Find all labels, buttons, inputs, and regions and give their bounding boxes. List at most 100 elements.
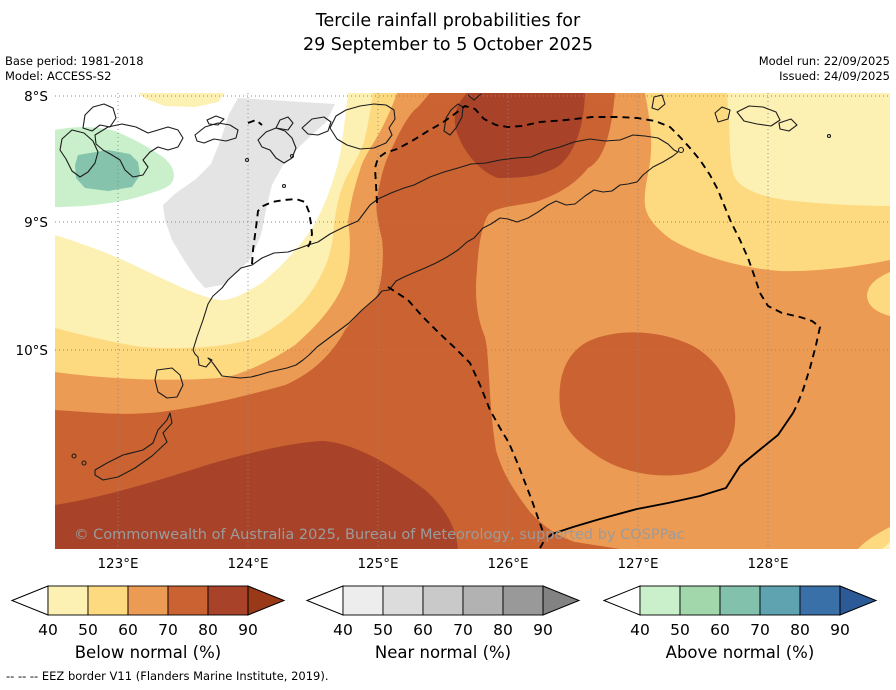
near-tick-50: 50 bbox=[373, 621, 393, 639]
eez-footnote: -- -- -- EEZ border V11 (Flanders Marine… bbox=[6, 669, 329, 683]
issued-label: Issued: 24/09/2025 bbox=[779, 68, 890, 83]
model-run-label: Model run: 22/09/2025 bbox=[758, 54, 890, 68]
near-label: Near normal (%) bbox=[375, 643, 511, 662]
coastline-island-9 bbox=[275, 116, 294, 131]
below-segment-40 bbox=[47, 585, 89, 616]
eez-footnote-text: EEZ border V11 (Flanders Marine Institut… bbox=[41, 669, 329, 683]
fill-near-normal-wedge bbox=[163, 98, 335, 288]
below-segment-80 bbox=[207, 585, 249, 616]
coastline-islet-v bbox=[467, 93, 482, 101]
above-label: Above normal (%) bbox=[666, 643, 815, 662]
above-tick-60: 60 bbox=[710, 621, 730, 639]
fill-below-40-50-corner bbox=[882, 541, 890, 549]
coastline-island-0 bbox=[192, 134, 679, 379]
eez-border-dashed-3 bbox=[251, 198, 313, 265]
above-segment-80 bbox=[799, 585, 841, 616]
eez-border-dashed-2 bbox=[387, 286, 544, 533]
page-title-line2: 29 September to 5 October 2025 bbox=[302, 35, 594, 55]
fill-above-60-70-core bbox=[75, 150, 140, 191]
fill-below-50-60-right-notch bbox=[867, 272, 890, 316]
coastline-island-11 bbox=[329, 103, 396, 150]
below-left-arrow bbox=[10, 585, 49, 616]
coastline-island-10 bbox=[301, 116, 332, 136]
below-segment-50 bbox=[87, 585, 129, 616]
coastline-islet-3 bbox=[826, 133, 832, 139]
coastline-islet-2 bbox=[289, 153, 295, 159]
fill-below-80-90-southwest bbox=[55, 441, 458, 549]
page-title-line1: Tercile rainfall probabilities for bbox=[315, 11, 581, 31]
lon-tick-127°E: 127°E bbox=[617, 556, 658, 572]
near-tick-70: 70 bbox=[453, 621, 473, 639]
below-tick-90: 90 bbox=[238, 621, 258, 639]
coastline-islet-5 bbox=[71, 453, 77, 459]
above-tick-70: 70 bbox=[750, 621, 770, 639]
fill-below-50-60-corner bbox=[858, 527, 890, 549]
near-tick-90: 90 bbox=[533, 621, 553, 639]
below-right-arrow bbox=[247, 585, 286, 616]
above-tick-40: 40 bbox=[630, 621, 650, 639]
below-label: Below normal (%) bbox=[75, 643, 222, 662]
fill-below-80-90-top bbox=[454, 93, 585, 178]
coastline-island-8 bbox=[257, 127, 297, 164]
lon-tick-128°E: 128°E bbox=[747, 556, 788, 572]
below-segment-70 bbox=[167, 585, 209, 616]
near-tick-60: 60 bbox=[413, 621, 433, 639]
coastline-island-2 bbox=[94, 412, 173, 481]
copyright-text: © Commonwealth of Australia 2025, Bureau… bbox=[74, 527, 685, 543]
coastline-island-1 bbox=[154, 367, 184, 399]
coastline-island-13 bbox=[714, 106, 731, 123]
coastline-island-3 bbox=[82, 103, 117, 132]
fill-below-70-80-central-blob bbox=[559, 332, 736, 476]
map-canvas: 8°S 9°S 10°S 123°E 124°E 125°E 126°E 127°E 128°E bbox=[16, 89, 890, 572]
above-segment-50 bbox=[679, 585, 721, 616]
lat-tick-9°S: 9°S bbox=[24, 215, 48, 231]
above-tick-50: 50 bbox=[670, 621, 690, 639]
coastline-island-4 bbox=[59, 129, 99, 178]
fill-below-70-80-swath bbox=[55, 93, 620, 549]
fill-below-40-50-topstrip bbox=[138, 93, 225, 107]
near-tick-80: 80 bbox=[493, 621, 513, 639]
above-segment-40 bbox=[639, 585, 681, 616]
coastline-island-5 bbox=[94, 123, 184, 178]
near-tick-40: 40 bbox=[333, 621, 353, 639]
below-segment-60 bbox=[127, 585, 169, 616]
below-tick-70: 70 bbox=[158, 621, 178, 639]
coastline-islet-0 bbox=[244, 157, 250, 163]
legend-bar-above: 40 50 60 70 80 90 Above normal (%) bbox=[602, 585, 878, 662]
fill-below-40-50-northeast bbox=[727, 93, 890, 206]
above-right-arrow bbox=[839, 585, 878, 616]
near-segment-60 bbox=[422, 585, 464, 616]
below-tick-60: 60 bbox=[118, 621, 138, 639]
model-label: Model: ACCESS-S2 bbox=[5, 68, 112, 83]
eez-border-dashed-4 bbox=[247, 118, 263, 126]
base-period-label: Base period: 1981-2018 bbox=[5, 54, 144, 68]
below-tick-40: 40 bbox=[38, 621, 58, 639]
legend-bar-near: 40 50 60 70 80 90 Near normal (%) bbox=[305, 585, 581, 662]
tercile-legend: 40 50 60 70 80 90 Below normal (%) 40 50 60 70 80 90… bbox=[10, 585, 878, 662]
above-segment-60 bbox=[719, 585, 761, 616]
lat-tick-8°S: 8°S bbox=[24, 89, 48, 105]
legend: 40 50 60 70 80 90 Below normal (%) 40 50 60 70 80 90… bbox=[0, 578, 896, 666]
coastline-island-15 bbox=[778, 118, 798, 132]
coastline-island-16 bbox=[651, 94, 666, 111]
coastline-islet-1 bbox=[281, 183, 287, 189]
near-right-arrow bbox=[542, 585, 581, 616]
near-segment-40 bbox=[342, 585, 384, 616]
maritime-boundary-solid bbox=[551, 412, 794, 535]
below-tick-80: 80 bbox=[198, 621, 218, 639]
run-metadata-left: Base period: 1981-2018 Model: ACCESS-S2 bbox=[5, 54, 144, 84]
coastline-island-14 bbox=[736, 105, 781, 127]
near-segment-70 bbox=[462, 585, 504, 616]
lon-tick-125°E: 125°E bbox=[357, 556, 398, 572]
eez-border-dashed-0 bbox=[374, 104, 822, 414]
coastline-island-7 bbox=[206, 115, 225, 126]
above-tick-80: 80 bbox=[790, 621, 810, 639]
eez-border-dashed-1 bbox=[539, 533, 553, 549]
legend-bar-below: 40 50 60 70 80 90 Below normal (%) bbox=[10, 585, 286, 662]
coastline-islet-6 bbox=[81, 460, 87, 466]
eez-dash-symbol: -- -- -- bbox=[6, 669, 39, 683]
rainfall-probability-map: 8°S 9°S 10°S 123°E 124°E 125°E 126°E 127°E 128°E bbox=[16, 89, 890, 572]
near-left-arrow bbox=[305, 585, 344, 616]
lat-tick-10°S: 10°S bbox=[16, 343, 49, 359]
above-left-arrow bbox=[602, 585, 641, 616]
